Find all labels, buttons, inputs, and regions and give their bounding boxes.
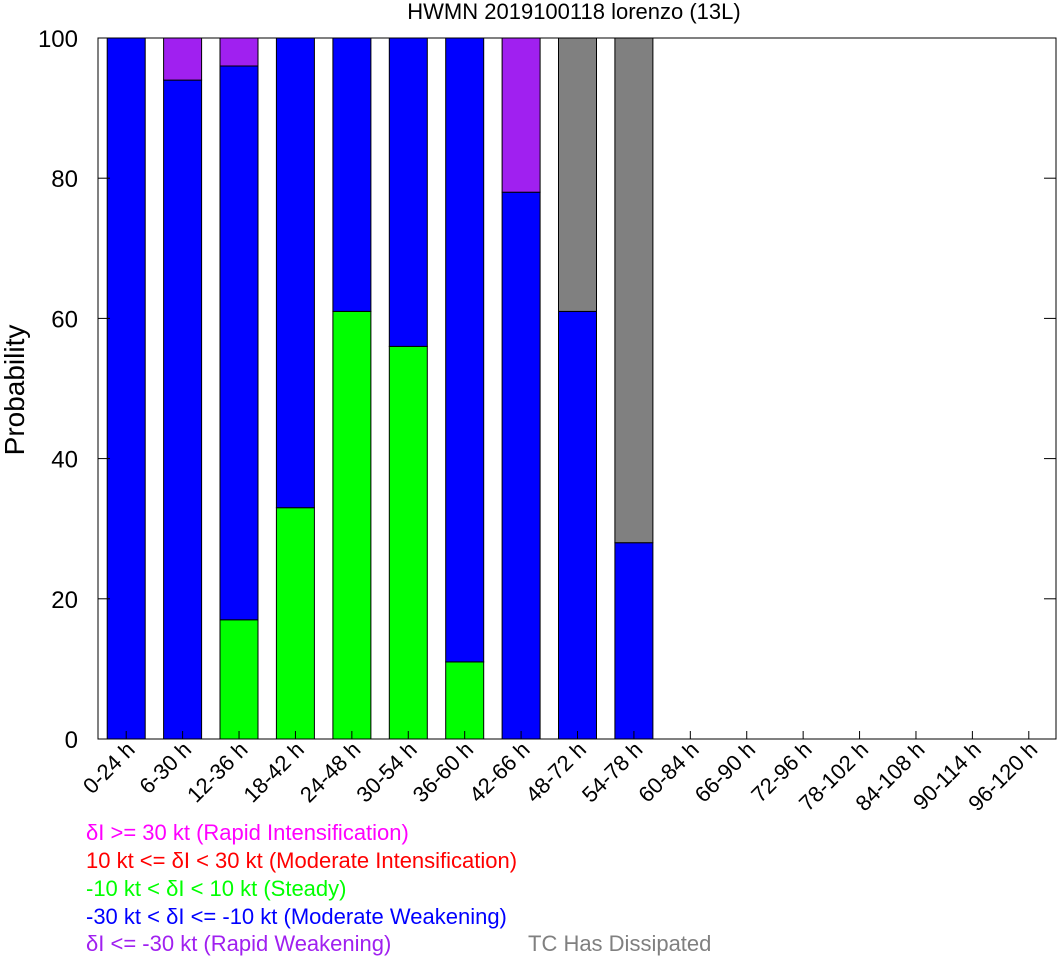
y-tick-labels: 0 20 40 60 80 100 [38,26,78,754]
bar-dissipated-54-78h [614,37,654,544]
x-tick-label: 60-84 h [633,737,703,807]
bar-moderate_weakening-6-30h [163,79,203,740]
bars-layer [106,37,654,740]
legend-moderate-weakening: -30 kt < δI <= -10 kt (Moderate Weakenin… [86,904,507,929]
y-tick-label: 80 [51,166,78,193]
y-axis-label: Probability [0,325,30,456]
x-tick-label: 0-24 h [78,737,140,799]
x-tick-label: 48-72 h [521,737,591,807]
bar-steady-18-42h [275,507,315,740]
bar-rapid_weakening-42-66h [501,37,541,193]
bar-rapid_weakening-6-30h [163,37,203,81]
bar-moderate_weakening-12-36h [219,65,259,621]
bar-steady-30-54h [388,345,428,740]
y-tick-label: 100 [38,26,78,53]
legend-dissipated: TC Has Dissipated [528,931,712,956]
bar-moderate_weakening-36-60h [445,37,485,663]
bar-moderate_weakening-0-24h [106,37,146,740]
x-tick-label: 54-78 h [577,737,647,807]
bar-dissipated-48-72h [558,37,597,312]
y-tick-label: 40 [51,447,78,474]
x-tick-label: 42-66 h [464,737,534,807]
y-tick-label: 20 [51,587,78,614]
x-tick-label: 36-60 h [408,737,478,807]
x-tick-labels: 0-24 h6-30 h12-36 h18-42 h24-48 h30-54 h… [78,737,1042,816]
bar-moderate_weakening-18-42h [275,37,315,509]
bar-rapid_weakening-12-36h [219,37,259,67]
bar-moderate_weakening-30-54h [388,37,428,347]
bar-moderate_weakening-42-66h [501,191,541,740]
legend-moderate-intensification: 10 kt <= δI < 30 kt (Moderate Intensific… [86,848,518,873]
legend-rapid-intensification: δI >= 30 kt (Rapid Intensification) [86,820,409,845]
x-tick-label: 24-48 h [295,737,365,807]
bar-moderate_weakening-54-78h [614,542,654,740]
bar-steady-36-60h [445,661,485,740]
bar-moderate_weakening-48-72h [558,310,597,740]
chart-title: HWMN 2019100118 lorenzo (13L) [407,0,740,24]
bar-steady-12-36h [219,619,259,740]
y-tick-label: 60 [51,306,78,333]
x-tick-label: 12-36 h [182,737,252,807]
legend-steady: -10 kt < δI < 10 kt (Steady) [86,876,347,901]
bar-moderate_weakening-24-48h [332,37,372,312]
y-tick-label: 0 [65,727,78,754]
x-tick-label: 30-54 h [351,737,421,807]
x-tick-label: 66-90 h [690,737,760,807]
legend-rapid-weakening: δI <= -30 kt (Rapid Weakening) [86,931,392,956]
axes-layer [97,37,1057,740]
stacked-bar-chart: HWMN 2019100118 lorenzo (13L) Probabilit… [0,0,1057,816]
x-tick-label: 18-42 h [238,737,308,807]
bar-steady-24-48h [332,310,372,740]
